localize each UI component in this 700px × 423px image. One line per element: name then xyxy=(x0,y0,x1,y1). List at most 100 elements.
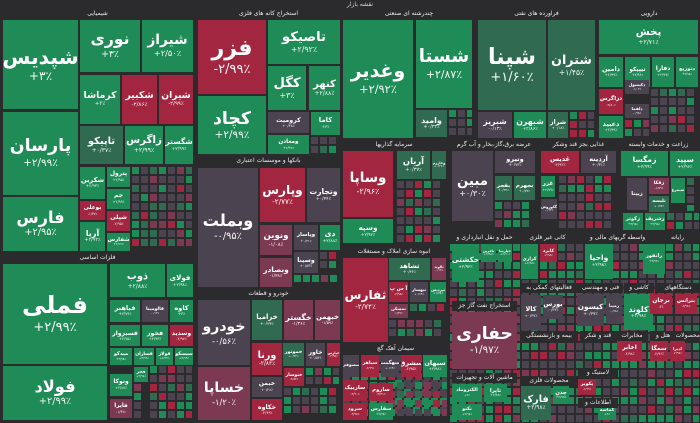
stock-tile[interactable]: وتجارت +۰/۴۴٪ xyxy=(307,168,340,222)
filler-tile[interactable] xyxy=(630,379,637,386)
stock-tile[interactable]: چدن +۲/۹۸٪ xyxy=(553,386,569,404)
filler-tile[interactable] xyxy=(669,125,676,132)
stock-tile[interactable]: ثشاهد +۰/۴۴٪ xyxy=(389,258,430,280)
filler-tile[interactable] xyxy=(687,125,694,132)
filler-tile[interactable] xyxy=(449,110,456,117)
filler-tile[interactable] xyxy=(397,190,404,197)
filler-tile[interactable] xyxy=(657,361,664,368)
stock-tile[interactable]: کالا +۰/۳۷٪ xyxy=(521,295,541,330)
filler-tile[interactable] xyxy=(648,271,655,278)
filler-tile[interactable] xyxy=(442,391,447,398)
stock-tile[interactable]: وبصادر -۱/۳۸٪ xyxy=(260,258,292,287)
filler-tile[interactable] xyxy=(684,352,691,359)
filler-tile[interactable] xyxy=(406,181,413,188)
filler-tile[interactable] xyxy=(132,239,139,246)
stock-tile[interactable]: کایزد -۲/۹۸٪ xyxy=(540,244,557,262)
filler-tile[interactable] xyxy=(324,377,331,384)
filler-tile[interactable] xyxy=(568,212,575,219)
filler-tile[interactable] xyxy=(549,388,556,395)
filler-tile[interactable] xyxy=(549,271,556,278)
filler-tile[interactable] xyxy=(398,320,405,327)
filler-tile[interactable] xyxy=(433,409,440,416)
filler-tile[interactable] xyxy=(406,190,413,197)
stock-tile[interactable]: فجر +۲/۹۸٪ xyxy=(134,367,148,382)
filler-tile[interactable] xyxy=(558,352,565,359)
filler-tile[interactable] xyxy=(433,382,440,389)
filler-tile[interactable] xyxy=(576,415,583,422)
filler-tile[interactable] xyxy=(630,415,637,422)
filler-tile[interactable] xyxy=(687,116,694,123)
filler-tile[interactable] xyxy=(684,316,691,323)
filler-tile[interactable] xyxy=(513,280,520,287)
filler-tile[interactable] xyxy=(540,361,547,368)
filler-tile[interactable] xyxy=(513,406,520,413)
filler-tile[interactable] xyxy=(594,388,601,395)
filler-tile[interactable] xyxy=(666,253,673,260)
filler-tile[interactable] xyxy=(558,370,565,377)
stock-tile[interactable]: بترانس -۲/۹۸٪ xyxy=(675,294,697,314)
stock-tile[interactable]: پخش +۲/۷۱٪ xyxy=(599,20,698,54)
stock-tile[interactable]: آردینه +۰/۳۱٪ xyxy=(581,151,616,173)
filler-tile[interactable] xyxy=(141,167,148,174)
filler-tile[interactable] xyxy=(495,289,502,296)
filler-tile[interactable] xyxy=(504,280,511,287)
filler-tile[interactable] xyxy=(186,203,192,210)
filler-tile[interactable] xyxy=(676,222,683,229)
filler-tile[interactable] xyxy=(684,271,691,278)
filler-tile[interactable] xyxy=(315,368,322,375)
filler-tile[interactable] xyxy=(141,212,148,219)
stock-tile[interactable]: خگستر -۱/۳۶٪ xyxy=(284,300,313,340)
stock-tile[interactable]: وپاسار +۰/۳۱٪ xyxy=(294,225,318,250)
filler-tile[interactable] xyxy=(666,361,673,368)
filler-tile[interactable] xyxy=(576,406,583,413)
filler-tile[interactable] xyxy=(150,402,157,409)
filler-tile[interactable] xyxy=(159,221,166,228)
stock-tile[interactable]: کنهر +۲/۸۸٪ xyxy=(309,66,340,110)
filler-tile[interactable] xyxy=(657,415,664,422)
filler-tile[interactable] xyxy=(567,271,574,278)
filler-tile[interactable] xyxy=(621,370,628,377)
filler-tile[interactable] xyxy=(621,388,628,395)
filler-tile[interactable] xyxy=(433,199,440,206)
filler-tile[interactable] xyxy=(459,289,466,296)
filler-tile[interactable] xyxy=(667,213,674,220)
filler-tile[interactable] xyxy=(168,239,175,246)
filler-tile[interactable] xyxy=(657,325,664,332)
filler-tile[interactable] xyxy=(134,393,141,400)
filler-tile[interactable] xyxy=(660,116,667,123)
stock-tile[interactable]: زفکا -۱/۵۹٪ xyxy=(649,178,669,194)
filler-tile[interactable] xyxy=(604,203,611,210)
filler-tile[interactable] xyxy=(311,388,318,395)
filler-tile[interactable] xyxy=(468,289,475,296)
filler-tile[interactable] xyxy=(186,375,192,382)
filler-tile[interactable] xyxy=(666,406,673,413)
filler-tile[interactable] xyxy=(648,361,655,368)
stock-tile[interactable]: کلوند +۲/۹۸٪ xyxy=(624,294,653,330)
filler-tile[interactable] xyxy=(639,253,646,260)
stock-tile[interactable]: دتوزیع +۲/۹۸٪ xyxy=(676,57,698,87)
filler-tile[interactable] xyxy=(522,202,529,209)
filler-tile[interactable] xyxy=(595,221,602,228)
filler-tile[interactable] xyxy=(549,343,556,350)
stock-tile[interactable]: سیاهر -۲/۹۹٪ xyxy=(361,355,379,377)
stock-tile[interactable]: زشریف +۲/۹۸٪ xyxy=(645,213,665,230)
stock-tile[interactable]: برجان -۳٪ xyxy=(650,294,672,314)
filler-tile[interactable] xyxy=(558,253,565,260)
filler-tile[interactable] xyxy=(168,185,175,192)
filler-tile[interactable] xyxy=(495,280,502,287)
filler-tile[interactable] xyxy=(186,384,192,391)
filler-tile[interactable] xyxy=(398,329,405,336)
filler-tile[interactable] xyxy=(329,406,336,413)
filler-tile[interactable] xyxy=(639,397,646,404)
filler-tile[interactable] xyxy=(621,379,628,386)
filler-tile[interactable] xyxy=(604,185,611,192)
filler-tile[interactable] xyxy=(639,244,646,251)
stock-tile[interactable]: کاوه +۳٪ xyxy=(170,300,193,322)
stock-tile[interactable]: بورس -۰/۴۳٪ xyxy=(543,295,563,319)
filler-tile[interactable] xyxy=(177,402,184,409)
stock-tile[interactable]: بافرین +۲/۹۸٪ xyxy=(481,244,496,262)
filler-tile[interactable] xyxy=(630,370,637,377)
filler-tile[interactable] xyxy=(522,343,529,350)
filler-tile[interactable] xyxy=(406,409,413,416)
filler-tile[interactable] xyxy=(406,382,413,389)
